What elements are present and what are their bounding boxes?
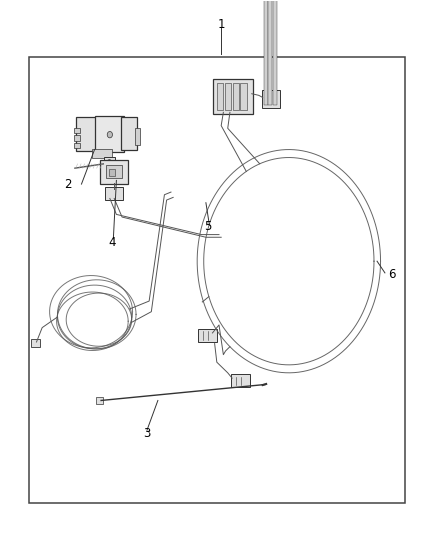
Text: 4: 4 <box>108 236 116 249</box>
FancyBboxPatch shape <box>92 149 113 158</box>
FancyBboxPatch shape <box>76 117 99 151</box>
Text: 5: 5 <box>205 220 212 233</box>
Text: 6: 6 <box>388 268 395 281</box>
FancyBboxPatch shape <box>74 128 80 133</box>
Text: 2: 2 <box>65 177 72 191</box>
FancyBboxPatch shape <box>135 128 140 145</box>
FancyBboxPatch shape <box>198 329 217 342</box>
FancyBboxPatch shape <box>213 79 253 114</box>
FancyBboxPatch shape <box>74 135 80 141</box>
FancyBboxPatch shape <box>225 83 231 110</box>
FancyBboxPatch shape <box>109 169 115 175</box>
Bar <box>29 56 405 503</box>
FancyBboxPatch shape <box>233 83 239 110</box>
FancyBboxPatch shape <box>95 116 124 152</box>
Text: 3: 3 <box>143 427 151 440</box>
FancyBboxPatch shape <box>273 0 277 106</box>
FancyBboxPatch shape <box>74 143 80 148</box>
FancyBboxPatch shape <box>105 187 123 199</box>
FancyBboxPatch shape <box>121 117 138 150</box>
FancyBboxPatch shape <box>104 157 115 168</box>
FancyBboxPatch shape <box>231 374 250 387</box>
FancyBboxPatch shape <box>100 160 128 184</box>
FancyBboxPatch shape <box>264 0 268 106</box>
FancyBboxPatch shape <box>240 83 247 110</box>
Circle shape <box>107 132 113 138</box>
FancyBboxPatch shape <box>106 165 122 177</box>
Text: 1: 1 <box>217 18 225 31</box>
FancyBboxPatch shape <box>31 340 39 347</box>
Circle shape <box>107 160 112 166</box>
FancyBboxPatch shape <box>96 397 103 403</box>
FancyBboxPatch shape <box>217 83 223 110</box>
FancyBboxPatch shape <box>268 0 272 106</box>
FancyBboxPatch shape <box>262 90 280 108</box>
